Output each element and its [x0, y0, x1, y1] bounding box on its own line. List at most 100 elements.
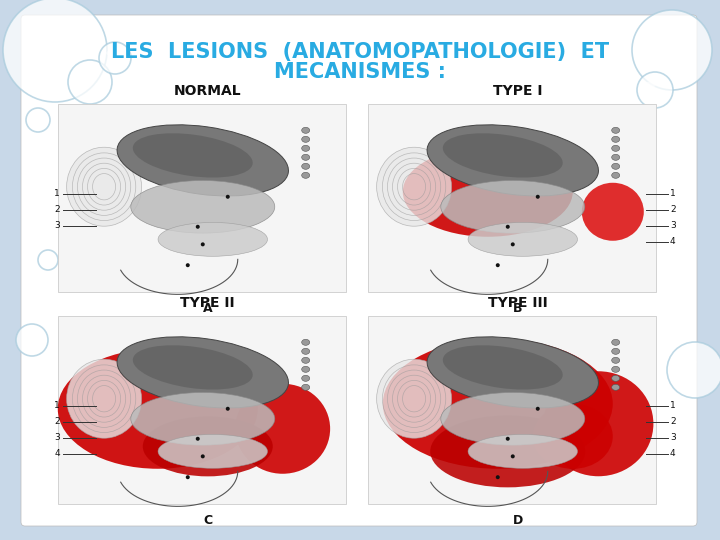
FancyBboxPatch shape — [368, 316, 656, 504]
Ellipse shape — [383, 339, 613, 469]
Circle shape — [38, 250, 58, 270]
Ellipse shape — [612, 163, 620, 170]
Ellipse shape — [612, 348, 620, 354]
Circle shape — [632, 10, 712, 90]
Ellipse shape — [131, 180, 275, 233]
Ellipse shape — [235, 384, 330, 474]
Ellipse shape — [42, 255, 48, 259]
Circle shape — [505, 225, 510, 229]
Text: A: A — [203, 302, 212, 315]
Text: TYPE II: TYPE II — [181, 296, 235, 310]
FancyBboxPatch shape — [368, 104, 656, 292]
Text: 2: 2 — [55, 417, 60, 426]
Circle shape — [68, 60, 112, 104]
FancyBboxPatch shape — [58, 104, 346, 292]
Ellipse shape — [302, 375, 310, 381]
Ellipse shape — [131, 393, 275, 445]
Ellipse shape — [612, 366, 620, 372]
Ellipse shape — [650, 31, 674, 45]
Ellipse shape — [582, 183, 644, 241]
Ellipse shape — [612, 375, 620, 381]
Ellipse shape — [67, 359, 142, 438]
Ellipse shape — [468, 222, 577, 256]
Text: 4: 4 — [55, 449, 60, 458]
Circle shape — [201, 454, 204, 458]
Text: 1: 1 — [54, 401, 60, 410]
Text: 3: 3 — [670, 433, 676, 442]
Ellipse shape — [302, 384, 310, 390]
Circle shape — [226, 195, 230, 199]
Ellipse shape — [302, 348, 310, 354]
Ellipse shape — [402, 147, 573, 237]
Ellipse shape — [143, 416, 273, 476]
Ellipse shape — [302, 339, 310, 345]
Ellipse shape — [612, 339, 620, 345]
Ellipse shape — [427, 337, 598, 408]
Circle shape — [637, 72, 673, 108]
Text: 3: 3 — [54, 221, 60, 230]
Ellipse shape — [377, 147, 451, 226]
Ellipse shape — [612, 154, 620, 160]
Circle shape — [186, 475, 190, 479]
Text: 1: 1 — [54, 189, 60, 198]
Ellipse shape — [132, 133, 253, 178]
Ellipse shape — [32, 114, 39, 118]
Ellipse shape — [302, 163, 310, 170]
Text: MECANISMES :: MECANISMES : — [274, 62, 446, 82]
Text: D: D — [513, 514, 523, 527]
Ellipse shape — [612, 145, 620, 151]
Ellipse shape — [441, 393, 585, 445]
Ellipse shape — [302, 136, 310, 143]
Text: TYPE III: TYPE III — [488, 296, 548, 310]
Ellipse shape — [117, 337, 289, 408]
Ellipse shape — [302, 154, 310, 160]
Ellipse shape — [533, 404, 613, 469]
Ellipse shape — [612, 136, 620, 143]
Circle shape — [3, 0, 107, 102]
Text: 4: 4 — [670, 449, 675, 458]
Circle shape — [16, 324, 48, 356]
Text: 2: 2 — [670, 417, 675, 426]
Ellipse shape — [27, 25, 58, 44]
Ellipse shape — [158, 435, 268, 468]
Ellipse shape — [302, 172, 310, 178]
Circle shape — [510, 454, 515, 458]
Ellipse shape — [427, 125, 598, 196]
Ellipse shape — [302, 366, 310, 372]
Text: 3: 3 — [670, 221, 676, 230]
Circle shape — [196, 437, 199, 441]
Ellipse shape — [612, 357, 620, 363]
Circle shape — [510, 242, 515, 246]
Text: NORMAL: NORMAL — [174, 84, 242, 98]
Ellipse shape — [67, 147, 142, 226]
Circle shape — [196, 225, 199, 229]
Circle shape — [496, 263, 500, 267]
Ellipse shape — [302, 357, 310, 363]
FancyBboxPatch shape — [21, 15, 697, 526]
FancyBboxPatch shape — [58, 316, 346, 504]
Ellipse shape — [443, 133, 563, 178]
Circle shape — [99, 42, 131, 74]
Ellipse shape — [441, 180, 585, 233]
Ellipse shape — [23, 333, 33, 338]
Ellipse shape — [468, 435, 577, 468]
Ellipse shape — [158, 222, 268, 256]
Text: 4: 4 — [670, 237, 675, 246]
Text: 2: 2 — [670, 205, 675, 214]
Text: B: B — [513, 302, 523, 315]
Text: LES  LESIONS  (ANATOMOPATHOLOGIE)  ET: LES LESIONS (ANATOMOPATHOLOGIE) ET — [111, 42, 609, 62]
Ellipse shape — [377, 359, 451, 438]
Ellipse shape — [443, 345, 563, 389]
Ellipse shape — [645, 82, 656, 87]
Ellipse shape — [58, 349, 258, 469]
Text: C: C — [203, 514, 212, 527]
Ellipse shape — [612, 172, 620, 178]
Circle shape — [186, 263, 190, 267]
Ellipse shape — [132, 345, 253, 389]
Circle shape — [226, 407, 230, 411]
Text: 1: 1 — [670, 401, 676, 410]
Text: TYPE I: TYPE I — [493, 84, 542, 98]
Ellipse shape — [302, 145, 310, 151]
Circle shape — [536, 195, 540, 199]
Ellipse shape — [302, 127, 310, 133]
